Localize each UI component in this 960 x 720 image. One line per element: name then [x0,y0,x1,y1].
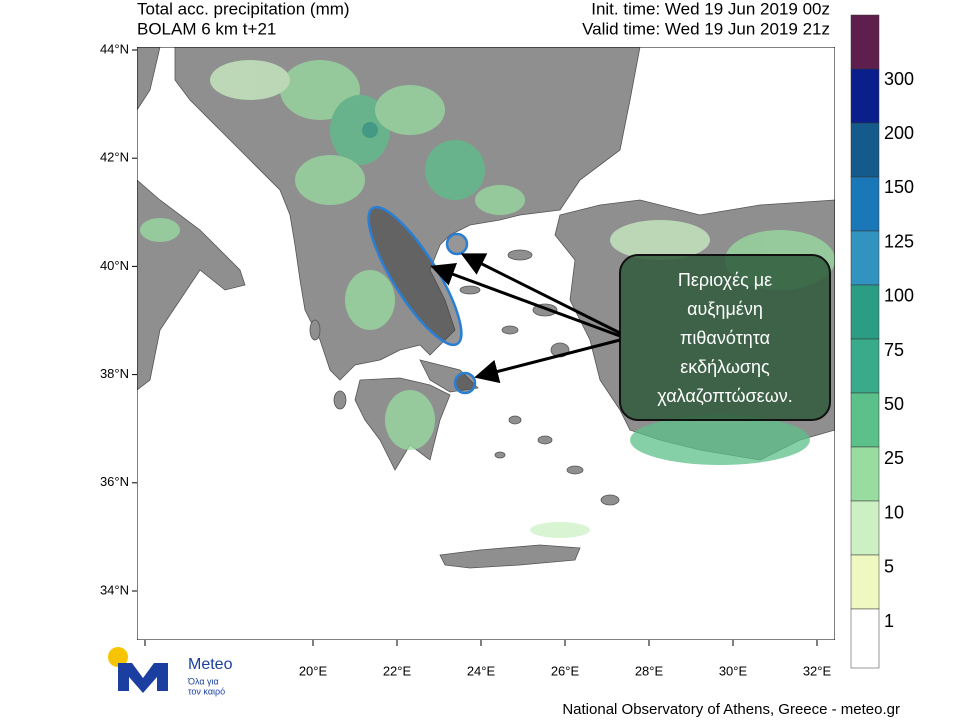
logo-name: Meteo [188,656,233,673]
arrow [474,338,621,384]
lon-label: 26°E [551,663,580,678]
lon-label: 22°E [383,663,412,678]
lat-label: 34°N [100,582,129,597]
annotation-line: αυξημένη [687,299,763,319]
lat-label: 44°N [100,41,129,56]
lat-label: 36°N [100,474,129,489]
colorbar-label: 50 [884,394,904,414]
lat-label: 42°N [100,150,129,165]
map-title: Total acc. precipitation (mm) [137,0,350,18]
italy-north [137,47,161,111]
annotation-line: Περιοχές με [678,270,772,290]
footer: National Observatory of Athens, Greece -… [562,701,900,718]
islands [309,249,620,506]
colorbar-label: 200 [884,123,914,143]
annotation-text: Περιοχές με αυξημένη πιθανότητα εκδήλωσης χα… [657,270,793,406]
annotation-line: πιθανότητα [680,328,770,348]
annotation-box [619,254,831,421]
logo-tagline: Όλα για [187,676,219,686]
colorbar-label: 300 [884,69,914,89]
colorbar-label: 25 [884,448,904,468]
colorbar-label: 10 [884,502,904,522]
colorbar-label: 125 [884,231,914,251]
annotation-line: εκδήλωσης [680,357,770,377]
lon-label: 20°E [299,663,328,678]
arrows [430,253,621,384]
model-label: BOLAM 6 km t+21 [137,19,276,38]
colorbar-label: 1 [884,611,894,631]
lon-label: 24°E [467,663,496,678]
colorbar [850,14,880,669]
annotation-line: χαλαζοπτώσεων. [657,386,793,406]
lat-label: 38°N [100,366,129,381]
hail-area [453,371,477,395]
crete [439,544,581,569]
logo: Meteo Όλα για τον καιρό [108,647,233,696]
arrow [430,262,621,338]
lon-label: 28°E [635,663,664,678]
hail-area [445,232,469,256]
arrow [460,253,621,335]
init-time: Init. time: Wed 19 Jun 2019 00z [591,0,830,18]
colorbar-label: 100 [884,286,914,306]
tick-marks: 44°N 42°N 40°N 38°N 36°N 34°N 20°E 22°E 24°E 26°E… [100,41,832,678]
valid-time: Valid time: Wed 19 Jun 2019 21z [582,19,830,38]
logo-tagline: τον καιρό [188,686,225,696]
colorbar-label: 150 [884,177,914,197]
colorbar-label: 5 [884,557,894,577]
lon-label: 30°E [719,663,748,678]
precipitation [140,60,835,538]
colorbar-labels: 300 200 150 125 100 75 50 25 10 5 1 [884,69,914,631]
lon-label: 32°E [803,663,832,678]
lat-label: 40°N [100,258,129,273]
balkans [174,47,641,381]
colorbar-label: 75 [884,340,904,360]
